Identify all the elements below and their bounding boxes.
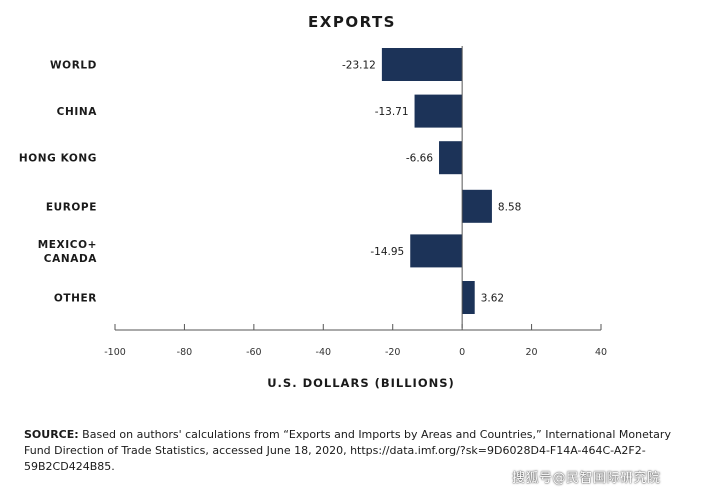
bar-world — [381, 48, 463, 81]
x-tick-label: 20 — [526, 347, 538, 358]
value-label: 3.62 — [481, 293, 504, 305]
x-tick-label: 0 — [459, 347, 465, 358]
value-label: -14.95 — [370, 246, 404, 258]
x-tick-label: -40 — [316, 347, 332, 358]
x-axis-label: U.S. DOLLARS (BILLIONS) — [267, 376, 455, 390]
category-label: EUROPE — [46, 201, 97, 213]
x-tick-label: -100 — [104, 347, 126, 358]
value-label: 8.58 — [498, 201, 521, 213]
bar-mexico-canada — [410, 234, 463, 268]
category-label: MEXICO+ CANADA — [38, 239, 98, 265]
x-tick-label: -60 — [246, 347, 262, 358]
category-label: HONG KONG — [19, 153, 97, 165]
value-labels: -23.12 -13.71 -6.66 8.58 -14.95 3.62 — [342, 60, 521, 305]
bars-group — [381, 48, 492, 314]
exports-bar-chart: EXPORTS WORLD CHINA HONG KONG EUROPE MEXICO+… — [19, 13, 607, 390]
value-label: -6.66 — [406, 153, 433, 165]
source-label: SOURCE: — [24, 428, 79, 441]
category-labels: WORLD CHINA HONG KONG EUROPE MEXICO+ CANADA OT… — [19, 60, 97, 305]
category-label: CHINA — [57, 106, 98, 118]
x-tick-label: -20 — [385, 347, 401, 358]
x-axis: -100 -80 -60 -40 -20 0 20 40 — [104, 324, 607, 358]
bar-hong-kong — [439, 141, 463, 175]
bar-other — [462, 281, 475, 314]
chart-title: EXPORTS — [308, 13, 396, 31]
category-label: WORLD — [50, 60, 97, 72]
bar-china — [414, 94, 463, 128]
watermark: 搜狐号@民智国际研究院 — [512, 471, 661, 486]
x-tick-label: -80 — [177, 347, 193, 358]
bar-europe — [462, 189, 492, 223]
value-label: -23.12 — [342, 60, 376, 72]
x-tick-label: 40 — [595, 347, 607, 358]
source-text: Based on authors' calculations from “Exp… — [24, 428, 671, 473]
value-label: -13.71 — [375, 106, 409, 118]
source-note: SOURCE: Based on authors' calculations f… — [24, 427, 696, 475]
category-label: OTHER — [54, 293, 97, 305]
